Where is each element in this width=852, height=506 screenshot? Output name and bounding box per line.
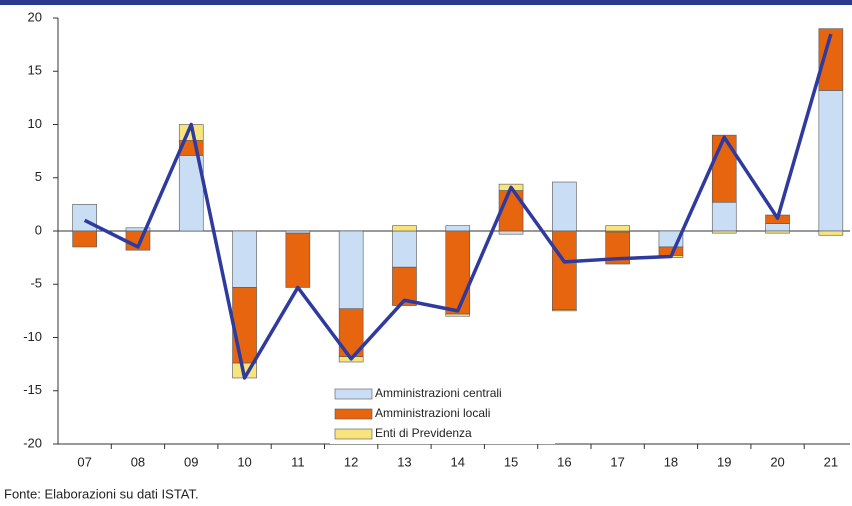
bar-segment — [285, 232, 311, 288]
bar-segment — [818, 230, 844, 236]
legend-swatch — [334, 388, 373, 400]
bar-segment — [445, 225, 471, 232]
y-tick-label: -15 — [23, 382, 42, 397]
x-tick-label: 09 — [184, 454, 198, 469]
x-tick-label: 16 — [557, 454, 571, 469]
legend: Amministrazioni centrali Amministrazioni … — [330, 383, 555, 444]
bar-segment — [285, 230, 311, 234]
legend-label: Amministrazioni locali — [375, 406, 490, 420]
legend-label: Amministrazioni centrali — [375, 386, 502, 400]
bar-segment — [445, 313, 471, 317]
bar-segment — [552, 230, 577, 311]
bar-segment — [605, 225, 630, 232]
x-tick-label: 15 — [504, 454, 518, 469]
x-tick-label: 14 — [451, 454, 465, 469]
bar-segment — [392, 230, 417, 268]
bar-segment — [711, 230, 737, 234]
bar-segment — [338, 230, 364, 310]
x-tick-label: 20 — [770, 454, 784, 469]
x-tick-label: 21 — [824, 454, 838, 469]
legend-swatch — [334, 408, 373, 420]
bar-segment — [765, 230, 790, 234]
bar-segment — [498, 230, 524, 235]
bar-segment — [392, 225, 417, 232]
bar-segment — [552, 309, 577, 312]
total-line — [83, 33, 833, 380]
bar-segment — [818, 90, 844, 232]
source-note: Fonte: Elaborazioni su dati ISTAT. — [4, 486, 199, 501]
x-tick-label: 13 — [397, 454, 411, 469]
bar-segment — [711, 134, 737, 203]
x-tick-label: 12 — [344, 454, 358, 469]
y-tick-label: -10 — [23, 329, 42, 344]
x-tick-label: 11 — [291, 454, 305, 469]
bar-segment — [72, 230, 97, 248]
legend-swatch — [334, 428, 373, 440]
y-tick-label: -5 — [30, 276, 42, 291]
y-tick-label: 0 — [35, 222, 42, 237]
y-tick-label: 5 — [35, 169, 42, 184]
x-tick-label: 19 — [717, 454, 731, 469]
legend-label: Enti di Previdenza — [375, 426, 472, 440]
y-tick-label: 15 — [28, 63, 42, 78]
top-band — [0, 0, 852, 5]
bar-segment — [445, 230, 471, 315]
y-tick-label: -20 — [23, 435, 42, 450]
bar-segment — [552, 181, 577, 232]
y-tick-label: 20 — [28, 9, 42, 24]
y-tick-label: 10 — [28, 116, 42, 131]
x-tick-label: 08 — [131, 454, 145, 469]
bar-segment — [232, 287, 257, 364]
x-tick-label: 17 — [610, 454, 624, 469]
bar-segment — [765, 223, 790, 232]
x-tick-label: 18 — [664, 454, 678, 469]
bar-segment — [232, 230, 257, 288]
x-tick-label: 07 — [77, 454, 91, 469]
bar-segment — [711, 201, 737, 232]
x-tick-label: 10 — [237, 454, 251, 469]
bar-segment — [72, 204, 97, 232]
